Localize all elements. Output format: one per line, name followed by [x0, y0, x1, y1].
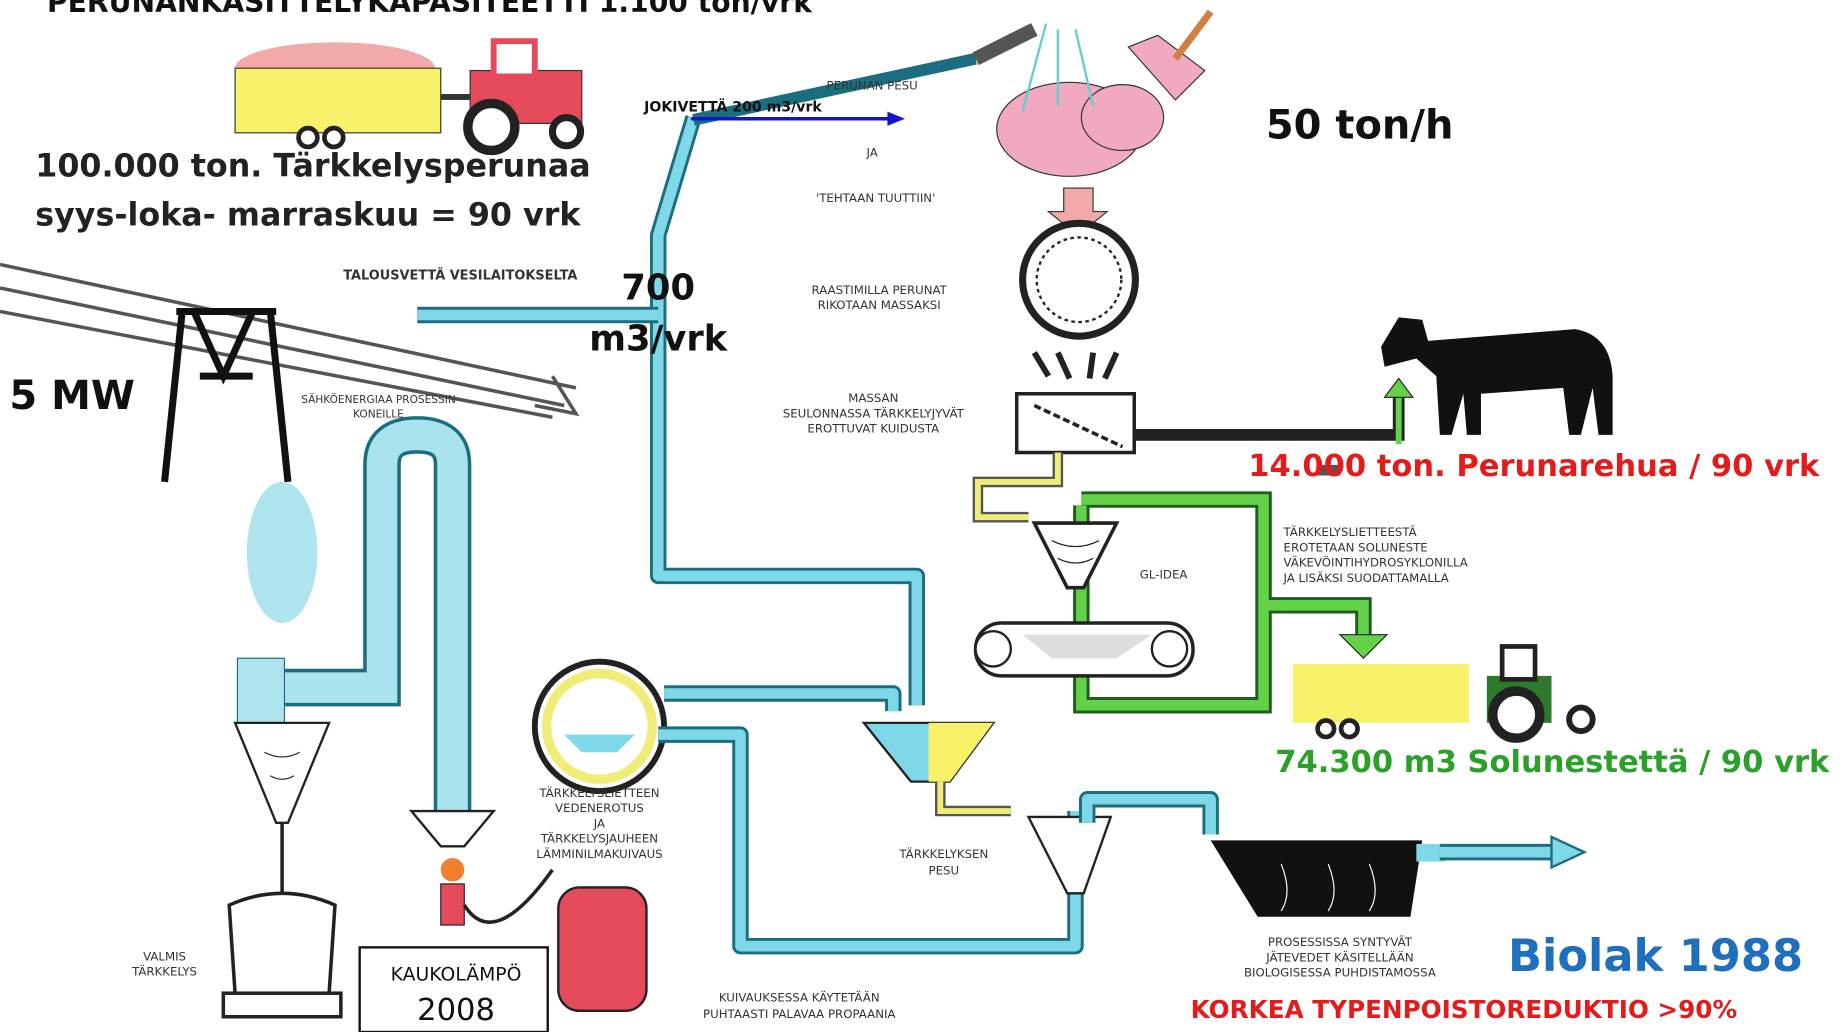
- label: TÄRKKELYS: [131, 964, 197, 979]
- label: KUIVAUKSESSA KÄYTETÄÄN: [719, 989, 880, 1004]
- label: 700: [621, 268, 695, 309]
- label: JA LISÄKSI SUODATTAMALLA: [1283, 570, 1449, 585]
- label: PUHTAASTI PALAVAA PROPAANIA: [703, 1007, 895, 1021]
- label: TÄRKKELYSJAUHEEN: [540, 831, 658, 846]
- label: SEULONNASSA TÄRKKELYJYVÄT: [783, 405, 965, 420]
- label: syys-loka- marraskuu = 90 vrk: [35, 198, 581, 234]
- label: PERUNAN PESU: [827, 78, 918, 92]
- label: VÄKEVÖINTIHYDROSYKLONILLA: [1284, 554, 1468, 570]
- rasp: [1017, 188, 1136, 452]
- label: JA: [865, 145, 877, 159]
- starch-wash: [658, 693, 1210, 946]
- tractor-trailer: [235, 41, 582, 150]
- label: BIOLOGISESSA PUHDISTAMOSSA: [1244, 966, 1436, 980]
- label: MASSAN: [848, 391, 898, 405]
- label: 5 MW: [9, 373, 135, 419]
- label: TÄRKKELYKSEN: [898, 846, 988, 861]
- label: KAUKOLÄMPÖ: [391, 962, 522, 985]
- label: LÄMMINILMAKUIVAUS: [536, 846, 662, 861]
- label: 50 ton/h: [1266, 103, 1454, 149]
- label: 74.300 m3 Solunestettä / 90 vrk: [1275, 745, 1830, 780]
- label: Biolak 1988: [1508, 930, 1803, 982]
- label: KONEILLE: [353, 408, 404, 420]
- label: GL-IDEA: [1140, 567, 1188, 581]
- label: EROTETAAN SOLUNESTE: [1284, 540, 1428, 554]
- label: RAASTIMILLA PERUNAT: [812, 283, 948, 297]
- label: VEDENEROTUS: [555, 801, 644, 815]
- cow: [1381, 317, 1613, 435]
- label: PESU: [929, 863, 960, 877]
- label: TÄRKKELYSLIETTEEN: [538, 785, 659, 800]
- tanker: [1293, 646, 1593, 738]
- label: JÄTEVEDET KÄSITELLÄÄN: [1265, 949, 1413, 964]
- label: m3/vrk: [589, 318, 728, 359]
- label: KORKEA TYPENPOISTOREDUKTIO >90%: [1191, 995, 1738, 1024]
- label: 14.000 ton. Perunarehua / 90 vrk: [1248, 449, 1820, 484]
- label: RIKOTAAN MASSAKSI: [818, 298, 941, 312]
- label: TÄRKKELYSLIETTEESTÄ: [1283, 524, 1417, 539]
- label: 2008: [417, 993, 495, 1028]
- label: 100.000 ton. Tärkkelysperunaa: [35, 148, 590, 184]
- label: PROSESSISSA SYNTYVÄT: [1268, 934, 1413, 949]
- label: SÄHKÖENERGIAA PROSESSIN: [301, 393, 456, 406]
- process-diagram: PERUNANKÄSITTELYKAPASITEETTI 1.100 ton/v…: [0, 0, 1843, 1032]
- feed-pipe: [1134, 388, 1398, 435]
- page-title: PERUNANKÄSITTELYKAPASITEETTI 1.100 ton/v…: [47, 0, 813, 19]
- pulp-line: [978, 453, 1058, 518]
- treatment-plant: [1211, 837, 1585, 917]
- potato-wash: [658, 12, 1210, 705]
- label: JOKIVETTÄ 200 m3/vrk: [643, 99, 822, 116]
- label: TALOUSVETTÄ VESILAITOKSELTA: [343, 268, 577, 284]
- label: 'TEHTAAN TUUTTIIN': [816, 191, 935, 205]
- label: VALMIS: [143, 949, 186, 963]
- label: EROTTUVAT KUIDUSTA: [807, 422, 939, 436]
- arrow: [1385, 378, 1413, 397]
- label: JA: [593, 816, 605, 830]
- dryer: [223, 435, 664, 1017]
